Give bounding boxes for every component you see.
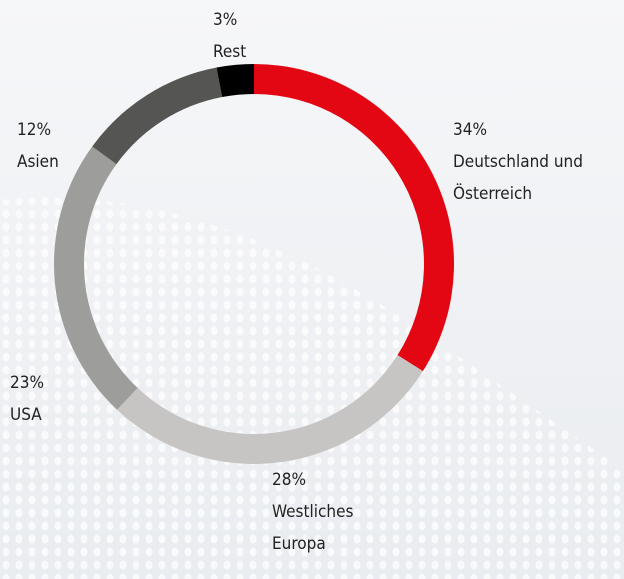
percent-label: 12% — [17, 120, 51, 140]
segment-label: 12% Asien — [17, 114, 117, 178]
segment-label: 34% Deutschland und Österreich — [453, 114, 623, 210]
segment-label: 23% USA — [10, 367, 110, 431]
category-label: Westliches Europa — [272, 502, 354, 554]
category-label: Rest — [213, 42, 247, 62]
percent-label: 34% — [453, 120, 487, 140]
percent-label: 3% — [213, 10, 238, 30]
category-label: USA — [10, 405, 42, 425]
donut-segment — [53, 146, 138, 410]
donut-segment — [117, 355, 423, 464]
background-dots — [0, 197, 624, 579]
category-label: Asien — [17, 152, 59, 172]
donut-segment — [92, 67, 223, 165]
category-label: Deutschland und Österreich — [453, 152, 583, 204]
segment-label: 28% Westliches Europa — [272, 464, 412, 560]
segment-label: 3% Rest — [213, 4, 313, 68]
percent-label: 23% — [10, 373, 44, 393]
percent-label: 28% — [272, 470, 306, 490]
donut-segment — [216, 64, 254, 98]
donut-segment — [254, 64, 454, 372]
